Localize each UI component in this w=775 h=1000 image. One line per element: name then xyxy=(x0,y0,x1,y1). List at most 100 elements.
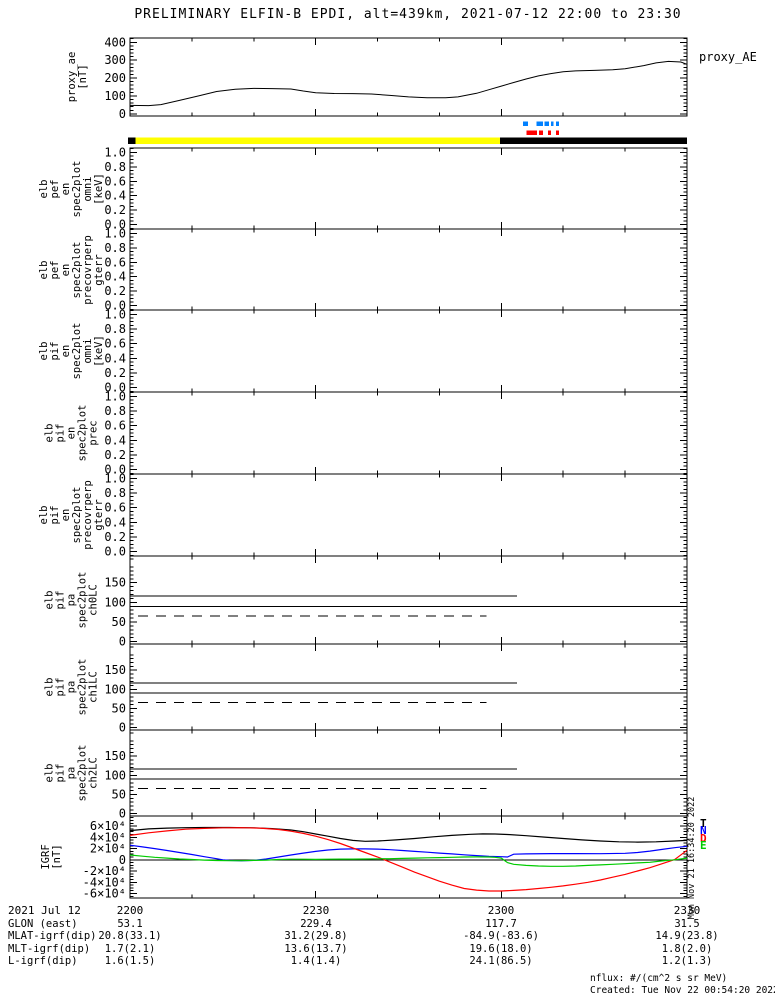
orbit-zone-bar xyxy=(135,137,501,144)
axis-value: 1.4(1.4) xyxy=(290,955,342,967)
axis-value: 20.8(33.1) xyxy=(98,930,162,942)
y-tick-label: 50 xyxy=(112,615,126,629)
y-tick-label: 0.4 xyxy=(104,270,126,284)
y-tick-label: 0.4 xyxy=(104,351,126,365)
igrf-legend-E: E xyxy=(700,839,707,853)
y-tick-label: 100 xyxy=(104,682,126,696)
igrf-legend-T: T xyxy=(700,817,707,830)
y-tick-label: 0.8 xyxy=(104,404,126,418)
igrf-legend-N: N xyxy=(700,824,707,838)
y-tick-label: 0 xyxy=(119,107,126,121)
y-tick-label: -2×10⁴ xyxy=(83,864,126,878)
collection-marks-red xyxy=(555,130,559,135)
panel-science_zone_strip xyxy=(128,121,687,144)
panel-elb_pif_en_spec2plot_precovrperp_gterr: 1.00.80.60.40.20.0 xyxy=(104,471,688,559)
axis-value: 1.6(1.5) xyxy=(104,955,156,967)
y-tick-label: 0.8 xyxy=(104,486,126,500)
collection-marks-blue xyxy=(555,121,559,126)
collection-marks-blue xyxy=(536,121,543,126)
axis-value: 1.8(2.0) xyxy=(661,943,713,955)
axis-value: 229.4 xyxy=(300,918,332,930)
axis-value: 2200 xyxy=(116,904,144,917)
panel-label-elb_pef_en_spec2plot_omni: elb pef en spec2plot omni [keV] xyxy=(38,160,105,217)
y-tick-label: 2×10⁴ xyxy=(90,842,126,856)
orbit-zone-bar xyxy=(500,137,687,144)
series-B-east xyxy=(129,854,688,867)
y-tick-label: 50 xyxy=(112,788,126,802)
y-tick-label: 0.2 xyxy=(104,366,126,380)
series-B-down xyxy=(129,827,688,892)
y-tick-label: 0.8 xyxy=(104,322,126,336)
axis-value: 1.2(1.3) xyxy=(661,955,713,967)
y-tick-label: 0.6 xyxy=(104,419,126,433)
panel-elb_pif_pa_spec2plot_ch2LC: 0 50 100 150 xyxy=(104,729,688,821)
panel-elb_pef_en_spec2plot_precovrperp_gterr: 1.00.80.60.40.20.0 xyxy=(104,226,688,313)
panel-label-elb_pif_en_spec2plot_precovrperp_gterr: elb pif en spec2plot precovrperp gterr xyxy=(38,480,105,550)
y-tick-label: 0.4 xyxy=(104,433,126,447)
axis-value: 53.1 xyxy=(117,918,143,930)
panel-label-elb_pif_pa_spec2plot_ch2LC: elb pif pa spec2plot ch2LC xyxy=(43,744,100,802)
plot-title: PRELIMINARY ELFIN-B EPDI, alt=439km, 202… xyxy=(134,7,682,22)
y-tick-label: -6×10⁴ xyxy=(83,887,126,901)
panel-elb_pif_en_spec2plot_prec: 1.00.80.60.40.20.0 xyxy=(104,389,688,477)
panel-elb_pif_pa_spec2plot_ch0LC: 0 50 100 150 xyxy=(104,555,688,649)
y-tick-label: 1.0 xyxy=(104,307,126,321)
y-tick-label: 4×10⁴ xyxy=(90,830,126,844)
y-tick-label: 100 xyxy=(104,89,126,103)
axis-value: 19.6(18.0) xyxy=(469,943,533,955)
y-tick-label: 0.6 xyxy=(104,337,126,351)
collection-marks-blue xyxy=(544,121,549,126)
y-tick-label: 1.0 xyxy=(104,471,126,485)
y-tick-label: 150 xyxy=(104,663,126,677)
panel-label-proxy_ae: proxy_ae [nT] xyxy=(66,51,89,103)
axis-value: 2300 xyxy=(487,904,515,917)
panel-proxy_ae: 0 100 200 300 400 xyxy=(104,35,688,121)
y-tick-label: -4×10⁴ xyxy=(83,875,126,889)
axis-value: 117.7 xyxy=(485,918,517,930)
y-tick-label: 0.4 xyxy=(104,515,126,529)
y-tick-label: 100 xyxy=(104,768,126,782)
y-tick-label: 0.6 xyxy=(104,255,126,269)
y-tick-label: 1.0 xyxy=(104,226,126,240)
y-tick-label: 1.0 xyxy=(104,145,126,159)
y-tick-label: 0.2 xyxy=(104,448,126,462)
y-tick-label: 200 xyxy=(104,71,126,85)
axis-value: -84.9(-83.6) xyxy=(463,930,539,942)
axis-value: 31.2(29.8) xyxy=(284,930,348,942)
units-note: nflux: #/(cm^2 s sr MeV) xyxy=(590,973,728,984)
orbit-zone-bar xyxy=(128,137,136,144)
y-tick-label: 0.0 xyxy=(104,299,126,313)
y-tick-label: 0 xyxy=(119,721,126,735)
y-tick-label: 0.0 xyxy=(104,545,126,559)
axis-row-label: L-igrf(dip) xyxy=(8,955,78,967)
y-tick-label: 0.2 xyxy=(104,530,126,544)
axis-value: 2330 xyxy=(673,904,701,917)
axis-row-label: MLAT-igrf(dip) xyxy=(8,930,97,942)
y-tick-label: 0.6 xyxy=(104,501,126,515)
axis-row-label: MLT-igrf(dip) xyxy=(8,943,91,955)
proxy-ae-right-label: proxy_AE xyxy=(699,50,757,64)
y-tick-label: 400 xyxy=(104,35,126,49)
y-tick-label: 0.4 xyxy=(104,189,126,203)
axis-value: 24.1(86.5) xyxy=(469,955,533,967)
axis-row-label: 2021 Jul 12 xyxy=(8,904,81,917)
y-tick-label: 0 xyxy=(119,853,126,867)
y-tick-label: 0 xyxy=(119,807,126,821)
axis-value: 14.9(23.8) xyxy=(655,930,719,942)
created-note: Created: Tue Nov 22 00:54:20 2022 xyxy=(590,985,775,996)
axis-value: 2230 xyxy=(302,904,330,917)
side-timestamp: Mon Nov 21 16:34:20 2022 xyxy=(687,796,697,920)
panel-elb_pif_en_spec2plot_omni: 1.00.80.60.40.20.0 xyxy=(104,307,688,395)
y-tick-label: 0.0 xyxy=(104,463,126,477)
panel-label-elb_pif_pa_spec2plot_ch1LC: elb pif pa spec2plot ch1LC xyxy=(43,658,100,716)
y-tick-label: 0 xyxy=(119,635,126,649)
y-tick-label: 0.2 xyxy=(104,203,126,217)
collection-marks-red xyxy=(526,130,538,135)
y-tick-label: 0.0 xyxy=(104,218,126,232)
panel-label-igrf: IGRF [nT] xyxy=(40,844,63,870)
panel-label-elb_pef_en_spec2plot_precovrperp_gterr: elb pef en spec2plot precovrperp gterr xyxy=(38,234,105,305)
axis-value: 31.5 xyxy=(674,918,700,930)
y-tick-label: 0.8 xyxy=(104,241,126,255)
